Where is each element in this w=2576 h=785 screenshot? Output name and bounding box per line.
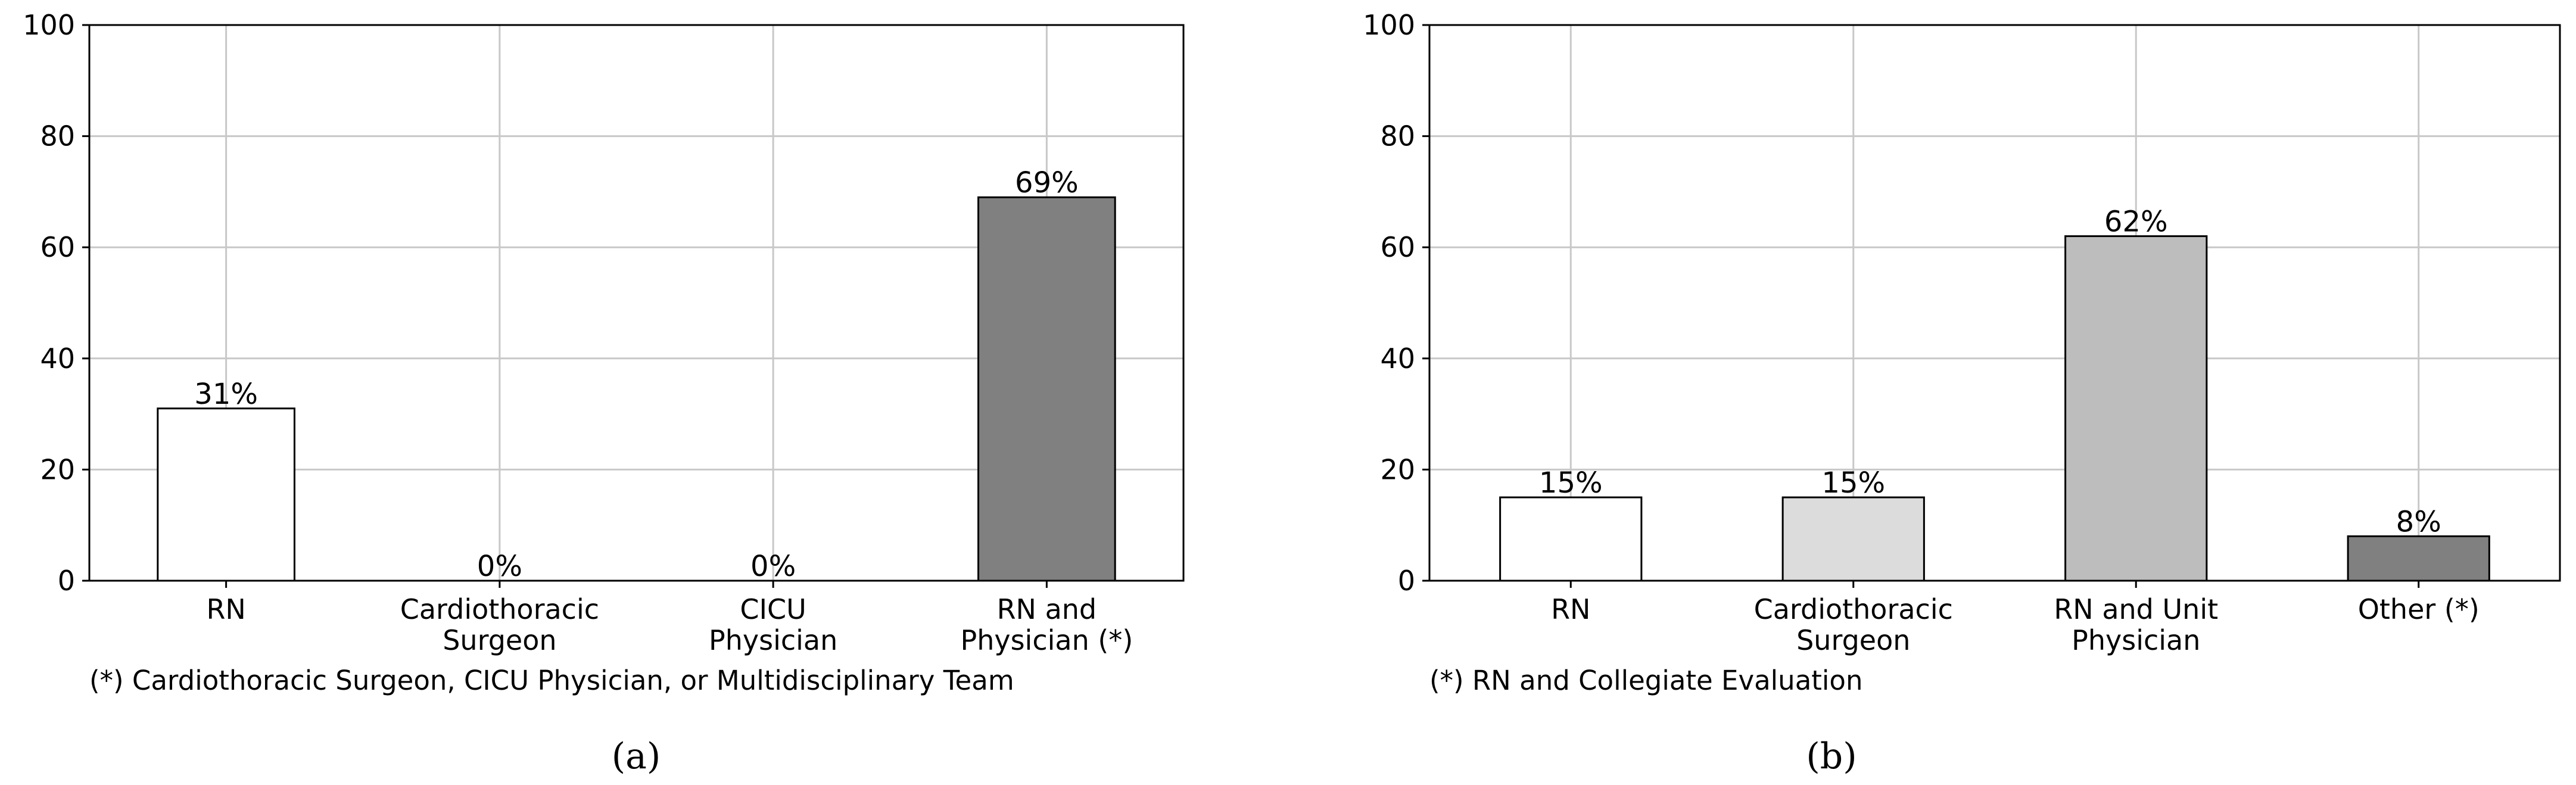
x-tick-label: RN and Unit (2054, 593, 2218, 625)
x-tick-label: Physician (2072, 624, 2200, 656)
x-tick-label: Cardiothoracic (1754, 593, 1953, 625)
x-tick-label: Physician (*) (960, 624, 1133, 656)
plot-frame (1428, 24, 2561, 582)
panel-b: (*) RN and Collegiate Evaluation (b) 0 20… (1363, 9, 2561, 777)
y-tick-label: 20 (1380, 453, 1415, 485)
bar (1781, 496, 1925, 582)
bar (1499, 496, 1643, 582)
x-tick-label: Other (*) (2358, 593, 2480, 625)
bar-value-label: 15% (1821, 466, 1885, 500)
panel-a-footnote: (*) Cardiothoracic Surgeon, CICU Physici… (89, 665, 1014, 696)
x-tick-label: CICU (740, 593, 806, 625)
x-tick-label: RN and (997, 593, 1097, 625)
y-tick-label: 60 (1380, 231, 1415, 263)
bar-value-label: 0% (750, 550, 796, 583)
y-tick-label: 80 (40, 120, 75, 152)
bar-value-label: 69% (1015, 166, 1079, 200)
panel-b-caption: (b) (1806, 736, 1857, 777)
y-tick-label: 0 (58, 565, 75, 597)
bar (2347, 535, 2490, 582)
x-tick-label: RN (206, 593, 245, 625)
bar (157, 407, 295, 582)
bar-value-label: 15% (1539, 466, 1603, 500)
x-tick-label: Physician (709, 624, 837, 656)
panel-b-footnote: (*) RN and Collegiate Evaluation (1429, 665, 1862, 696)
bar-value-label: 0% (477, 550, 522, 583)
y-tick-label: 100 (23, 9, 75, 41)
y-tick-label: 80 (1380, 120, 1415, 152)
y-tick-label: 40 (40, 342, 75, 375)
y-tick-label: 100 (1363, 9, 1415, 41)
plot-frame (88, 24, 1185, 582)
bar-value-label: 31% (194, 378, 258, 411)
panel-a: (*) Cardiothoracic Surgeon, CICU Physici… (23, 9, 1185, 777)
panel-a-caption: (a) (612, 736, 661, 777)
bar-value-label: 62% (2104, 205, 2168, 239)
x-tick-label: Cardiothoracic (400, 593, 599, 625)
x-tick-label: Surgeon (443, 624, 556, 656)
bar-value-label: 8% (2396, 505, 2441, 538)
y-tick-label: 0 (1398, 565, 1415, 597)
x-tick-label: Surgeon (1796, 624, 1910, 656)
x-tick-label: RN (1551, 593, 1590, 625)
y-tick-label: 40 (1380, 342, 1415, 375)
y-tick-label: 20 (40, 453, 75, 485)
bar (977, 196, 1116, 582)
y-tick-label: 60 (40, 231, 75, 263)
bar (2064, 235, 2208, 582)
